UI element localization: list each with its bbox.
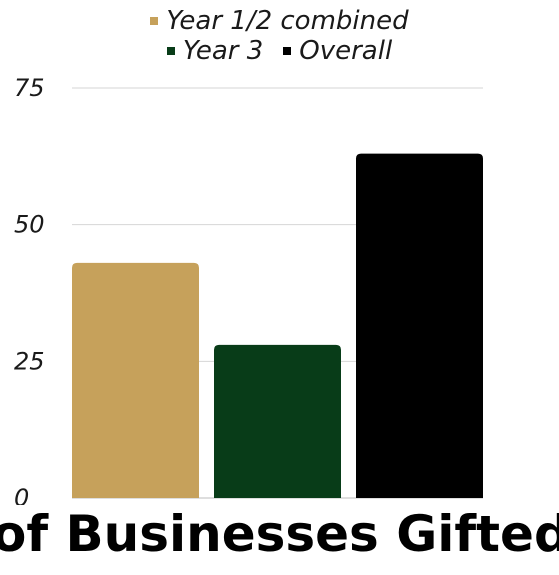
y-tick-label: 0 xyxy=(14,484,29,505)
bar-overall xyxy=(356,153,483,498)
legend-swatch-year3 xyxy=(166,47,175,55)
legend-item-year12: Year 1/2 combined xyxy=(150,6,409,36)
legend-swatch-year12 xyxy=(150,17,159,25)
legend-row-1: Year 1/2 combined xyxy=(0,6,559,36)
legend-label-year12: Year 1/2 combined xyxy=(166,6,409,36)
bar-chart: 0 25 50 75 xyxy=(14,74,483,505)
bar-year-1-2-combined xyxy=(72,262,199,498)
y-tick-label: 50 xyxy=(14,211,45,239)
y-tick-label: 75 xyxy=(14,74,45,102)
bar-year-3 xyxy=(214,344,341,498)
legend-label-overall: Overall xyxy=(299,36,393,66)
x-axis-label: of Businesses Gifted xyxy=(0,505,559,563)
legend-item-year3: Year 3 xyxy=(166,36,264,66)
y-tick-label: 25 xyxy=(14,347,45,375)
legend-item-overall: Overall xyxy=(283,36,392,66)
legend: Year 1/2 combined Year 3 Overall xyxy=(0,6,559,66)
legend-row-2: Year 3 Overall xyxy=(0,36,559,66)
legend-swatch-overall xyxy=(283,47,292,55)
legend-label-year3: Year 3 xyxy=(182,36,264,66)
